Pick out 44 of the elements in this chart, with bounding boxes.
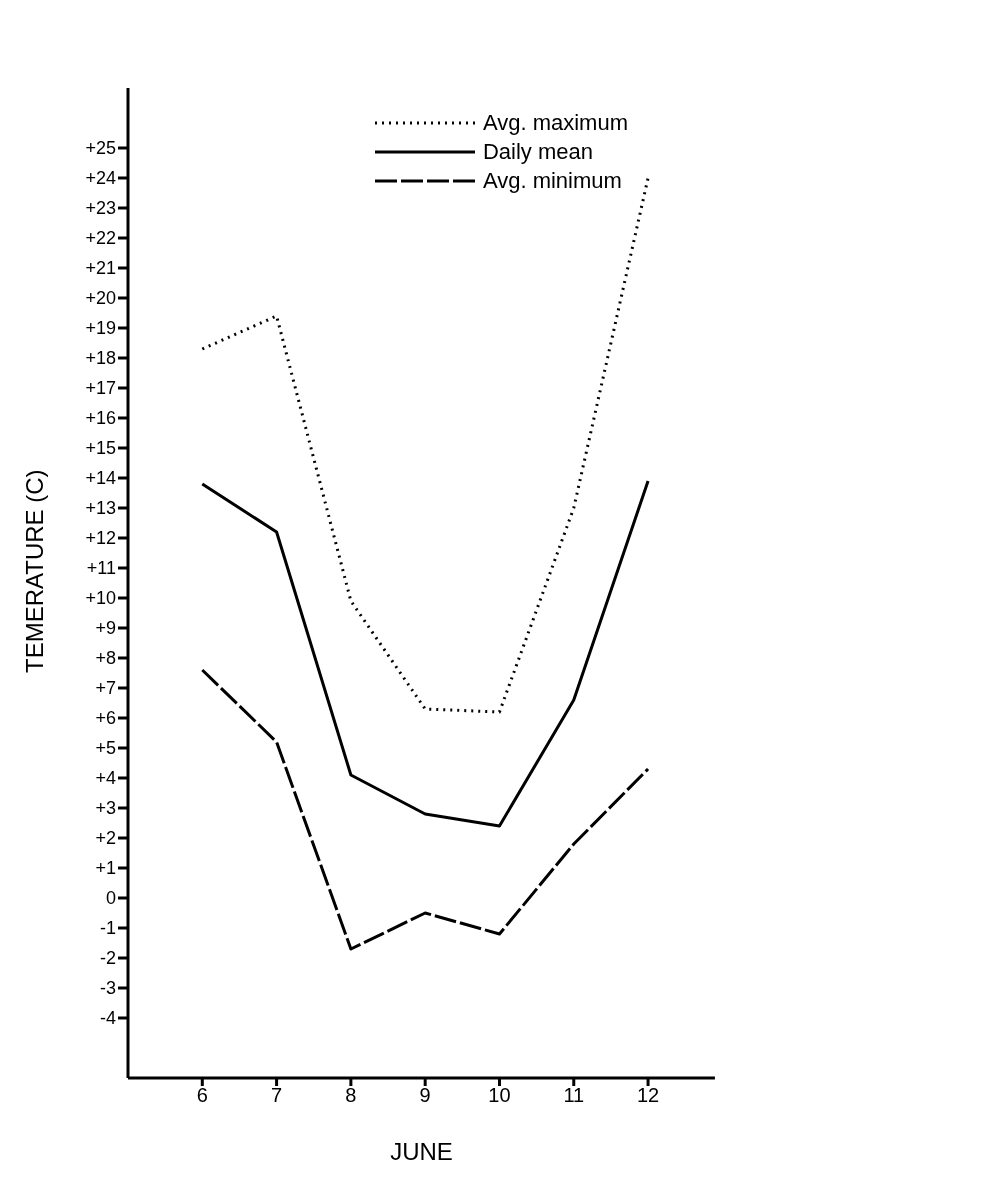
- y-tick-label: +7: [95, 678, 116, 699]
- y-tick-label: +25: [85, 138, 116, 159]
- y-tick-label: +8: [95, 648, 116, 669]
- y-tick-label: +16: [85, 408, 116, 429]
- y-tick-label: +24: [85, 168, 116, 189]
- y-tick-label: +18: [85, 348, 116, 369]
- y-tick-label: +17: [85, 378, 116, 399]
- legend-label: Avg. minimum: [482, 167, 622, 194]
- y-tick-label: -4: [99, 1008, 116, 1029]
- x-axis-title: JUNE: [390, 1138, 453, 1165]
- y-tick-label: +9: [95, 618, 116, 639]
- line-series: [200, 668, 650, 951]
- x-tick-label: 10: [488, 1084, 511, 1107]
- y-tick-label: +2: [95, 828, 116, 849]
- y-tick-label: +3: [95, 798, 116, 819]
- y-tick-label: -2: [99, 948, 116, 969]
- y-tick-label: +21: [85, 258, 116, 279]
- y-tick-label: -3: [99, 978, 116, 999]
- y-axis-title: TEMERATURE (C): [20, 469, 48, 673]
- x-tick-label: 12: [636, 1084, 660, 1107]
- y-tick-label: +12: [85, 528, 116, 549]
- y-tick-label: +22: [85, 228, 116, 249]
- y-tick-label: +11: [86, 558, 116, 579]
- y-tick-label: -1: [99, 918, 116, 939]
- y-tick-label: +20: [85, 288, 116, 309]
- x-tick-label: 6: [196, 1084, 208, 1107]
- legend-label: Avg. maximum: [482, 109, 628, 136]
- y-tick-label: +10: [85, 588, 116, 609]
- x-tick-label: 7: [271, 1084, 283, 1107]
- x-tick-label: 9: [419, 1084, 431, 1107]
- x-tick-label: 8: [345, 1084, 357, 1107]
- x-tick-label: 11: [563, 1084, 585, 1107]
- y-tick-label: +4: [95, 768, 116, 789]
- y-tick-label: +5: [95, 738, 116, 759]
- y-tick-label: +1: [95, 858, 116, 879]
- y-tick-label: +19: [85, 318, 116, 339]
- y-tick-label: +15: [85, 438, 116, 459]
- y-tick-label: +14: [85, 468, 116, 489]
- y-tick-label: +13: [85, 498, 116, 519]
- legend-label: Daily mean: [482, 138, 593, 165]
- line-series: [200, 479, 650, 828]
- y-tick-label: 0: [105, 888, 116, 909]
- y-tick-label: +6: [95, 708, 116, 729]
- y-tick-label: +23: [85, 198, 116, 219]
